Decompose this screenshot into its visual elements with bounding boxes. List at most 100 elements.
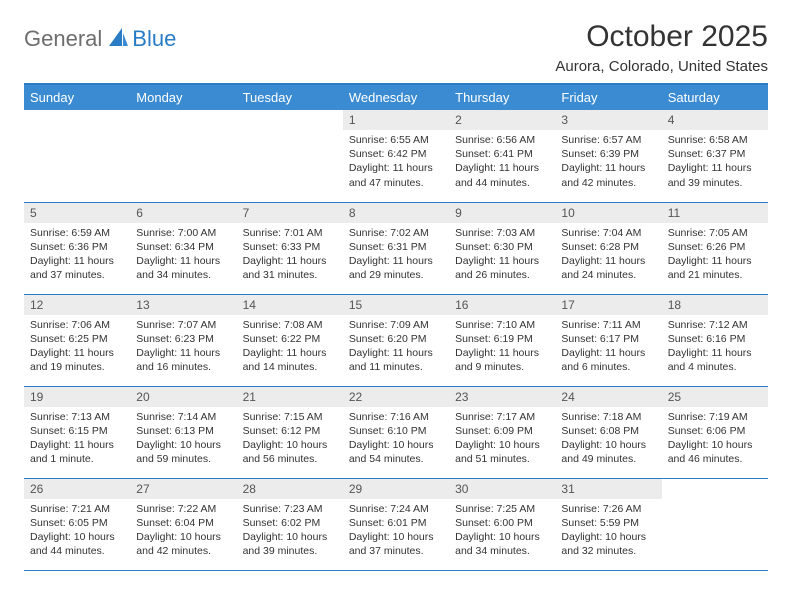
daylight-text: Daylight: 11 hours and 24 minutes. — [561, 254, 655, 282]
day-number: 9 — [449, 203, 555, 223]
calendar-day: 5 Sunrise: 6:59 AMSunset: 6:36 PMDaylight… — [24, 202, 130, 294]
sunset-text: Sunset: 6:22 PM — [243, 332, 337, 346]
logo-text-blue: Blue — [132, 26, 176, 52]
sunrise-text: Sunrise: 7:10 AM — [455, 318, 549, 332]
sunrise-text: Sunrise: 7:08 AM — [243, 318, 337, 332]
sunset-text: Sunset: 6:10 PM — [349, 424, 443, 438]
sunset-text: Sunset: 6:16 PM — [668, 332, 762, 346]
weekday-header: Monday — [130, 84, 236, 110]
sunset-text: Sunset: 6:36 PM — [30, 240, 124, 254]
day-details: Sunrise: 7:02 AMSunset: 6:31 PMDaylight:… — [343, 223, 449, 287]
day-number: 8 — [343, 203, 449, 223]
calendar-day: 1Sunrise: 6:55 AMSunset: 6:42 PMDaylight… — [343, 110, 449, 202]
sunrise-text: Sunrise: 7:24 AM — [349, 502, 443, 516]
sunrise-text: Sunrise: 7:11 AM — [561, 318, 655, 332]
calendar-day: 18Sunrise: 7:12 AMSunset: 6:16 PMDayligh… — [662, 294, 768, 386]
calendar-day: 26Sunrise: 7:21 AMSunset: 6:05 PMDayligh… — [24, 478, 130, 570]
sunset-text: Sunset: 6:39 PM — [561, 147, 655, 161]
day-details: Sunrise: 7:10 AMSunset: 6:19 PMDaylight:… — [449, 315, 555, 379]
calendar-day: 19Sunrise: 7:13 AMSunset: 6:15 PMDayligh… — [24, 386, 130, 478]
daylight-text: Daylight: 10 hours and 39 minutes. — [243, 530, 337, 558]
sunset-text: Sunset: 6:28 PM — [561, 240, 655, 254]
day-details: Sunrise: 7:19 AMSunset: 6:06 PMDaylight:… — [662, 407, 768, 471]
calendar-day: 2Sunrise: 6:56 AMSunset: 6:41 PMDaylight… — [449, 110, 555, 202]
daylight-text: Daylight: 11 hours and 29 minutes. — [349, 254, 443, 282]
daylight-text: Daylight: 11 hours and 21 minutes. — [668, 254, 762, 282]
day-details: Sunrise: 7:24 AMSunset: 6:01 PMDaylight:… — [343, 499, 449, 563]
sunset-text: Sunset: 6:15 PM — [30, 424, 124, 438]
sunrise-text: Sunrise: 6:57 AM — [561, 133, 655, 147]
day-details: Sunrise: 6:57 AMSunset: 6:39 PMDaylight:… — [555, 130, 661, 194]
daylight-text: Daylight: 10 hours and 59 minutes. — [136, 438, 230, 466]
day-number: 2 — [449, 110, 555, 130]
day-number: 12 — [24, 295, 130, 315]
sunrise-text: Sunrise: 7:12 AM — [668, 318, 762, 332]
day-details: Sunrise: 7:15 AMSunset: 6:12 PMDaylight:… — [237, 407, 343, 471]
sunrise-text: Sunrise: 7:21 AM — [30, 502, 124, 516]
daylight-text: Daylight: 11 hours and 6 minutes. — [561, 346, 655, 374]
day-details: Sunrise: 6:58 AMSunset: 6:37 PMDaylight:… — [662, 130, 768, 194]
day-details: Sunrise: 7:25 AMSunset: 6:00 PMDaylight:… — [449, 499, 555, 563]
day-number: 10 — [555, 203, 661, 223]
sunset-text: Sunset: 6:25 PM — [30, 332, 124, 346]
weekday-header: Saturday — [662, 84, 768, 110]
calendar-day: 30Sunrise: 7:25 AMSunset: 6:00 PMDayligh… — [449, 478, 555, 570]
day-number: 29 — [343, 479, 449, 499]
sunrise-text: Sunrise: 7:17 AM — [455, 410, 549, 424]
day-details: Sunrise: 7:12 AMSunset: 6:16 PMDaylight:… — [662, 315, 768, 379]
weekday-row: SundayMondayTuesdayWednesdayThursdayFrid… — [24, 84, 768, 110]
day-number: 18 — [662, 295, 768, 315]
day-number: 4 — [662, 110, 768, 130]
daylight-text: Daylight: 11 hours and 1 minute. — [30, 438, 124, 466]
daylight-text: Daylight: 10 hours and 44 minutes. — [30, 530, 124, 558]
calendar-day: 7Sunrise: 7:01 AMSunset: 6:33 PMDaylight… — [237, 202, 343, 294]
calendar-day: 17Sunrise: 7:11 AMSunset: 6:17 PMDayligh… — [555, 294, 661, 386]
day-details: Sunrise: 7:08 AMSunset: 6:22 PMDaylight:… — [237, 315, 343, 379]
sunrise-text: Sunrise: 7:04 AM — [561, 226, 655, 240]
day-details: Sunrise: 7:07 AMSunset: 6:23 PMDaylight:… — [130, 315, 236, 379]
day-details: Sunrise: 7:18 AMSunset: 6:08 PMDaylight:… — [555, 407, 661, 471]
calendar-day: 22Sunrise: 7:16 AMSunset: 6:10 PMDayligh… — [343, 386, 449, 478]
sunset-text: Sunset: 6:41 PM — [455, 147, 549, 161]
sunrise-text: Sunrise: 7:06 AM — [30, 318, 124, 332]
calendar-day: 16Sunrise: 7:10 AMSunset: 6:19 PMDayligh… — [449, 294, 555, 386]
calendar-day: 8Sunrise: 7:02 AMSunset: 6:31 PMDaylight… — [343, 202, 449, 294]
day-number: 31 — [555, 479, 661, 499]
day-details: Sunrise: 7:03 AMSunset: 6:30 PMDaylight:… — [449, 223, 555, 287]
sunrise-text: Sunrise: 6:59 AM — [30, 226, 124, 240]
calendar-day: 21Sunrise: 7:15 AMSunset: 6:12 PMDayligh… — [237, 386, 343, 478]
page-header: General Blue October 2025 Aurora, Colora… — [24, 20, 768, 75]
daylight-text: Daylight: 11 hours and 11 minutes. — [349, 346, 443, 374]
daylight-text: Daylight: 10 hours and 54 minutes. — [349, 438, 443, 466]
daylight-text: Daylight: 11 hours and 44 minutes. — [455, 161, 549, 189]
day-details: Sunrise: 7:05 AMSunset: 6:26 PMDaylight:… — [662, 223, 768, 287]
calendar-day — [662, 478, 768, 570]
calendar-head: SundayMondayTuesdayWednesdayThursdayFrid… — [24, 84, 768, 110]
day-details: Sunrise: 7:06 AMSunset: 6:25 PMDaylight:… — [24, 315, 130, 379]
daylight-text: Daylight: 11 hours and 37 minutes. — [30, 254, 124, 282]
day-number: 30 — [449, 479, 555, 499]
sunset-text: Sunset: 6:31 PM — [349, 240, 443, 254]
day-number: 14 — [237, 295, 343, 315]
daylight-text: Daylight: 10 hours and 51 minutes. — [455, 438, 549, 466]
sunset-text: Sunset: 6:42 PM — [349, 147, 443, 161]
day-number: 20 — [130, 387, 236, 407]
day-number: 5 — [24, 203, 130, 223]
daylight-text: Daylight: 11 hours and 9 minutes. — [455, 346, 549, 374]
day-number: 24 — [555, 387, 661, 407]
day-number: 27 — [130, 479, 236, 499]
day-number: 28 — [237, 479, 343, 499]
sunset-text: Sunset: 6:06 PM — [668, 424, 762, 438]
day-number: 21 — [237, 387, 343, 407]
sunrise-text: Sunrise: 7:07 AM — [136, 318, 230, 332]
day-details: Sunrise: 7:11 AMSunset: 6:17 PMDaylight:… — [555, 315, 661, 379]
sunrise-text: Sunrise: 7:23 AM — [243, 502, 337, 516]
calendar-day: 14Sunrise: 7:08 AMSunset: 6:22 PMDayligh… — [237, 294, 343, 386]
sunrise-text: Sunrise: 7:19 AM — [668, 410, 762, 424]
sunset-text: Sunset: 5:59 PM — [561, 516, 655, 530]
calendar-day: 3Sunrise: 6:57 AMSunset: 6:39 PMDaylight… — [555, 110, 661, 202]
day-details: Sunrise: 7:21 AMSunset: 6:05 PMDaylight:… — [24, 499, 130, 563]
sunrise-text: Sunrise: 7:18 AM — [561, 410, 655, 424]
calendar-week: 26Sunrise: 7:21 AMSunset: 6:05 PMDayligh… — [24, 478, 768, 570]
daylight-text: Daylight: 11 hours and 42 minutes. — [561, 161, 655, 189]
